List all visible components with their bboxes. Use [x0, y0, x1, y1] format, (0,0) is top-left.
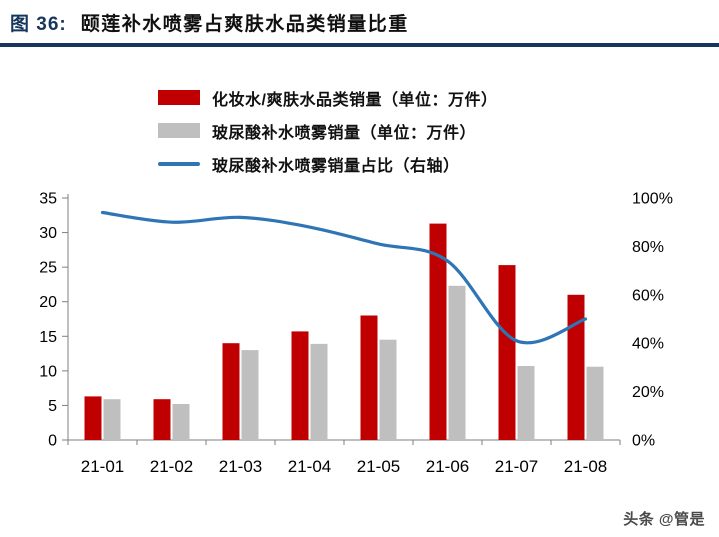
svg-text:20%: 20%	[632, 384, 664, 401]
svg-text:60%: 60%	[632, 287, 664, 304]
legend-item-spray-sales: 玻尿酸补水喷雾销量（单位：万件）	[158, 114, 719, 147]
figure-header: 图 36: 颐莲补水喷雾占爽肤水品类销量比重	[0, 0, 719, 36]
legend-item-category-sales: 化妆水/爽肤水品类销量（单位：万件）	[158, 81, 719, 114]
svg-text:35: 35	[39, 191, 57, 208]
svg-text:21-05: 21-05	[357, 457, 400, 476]
svg-text:21-02: 21-02	[150, 457, 193, 476]
svg-text:21-04: 21-04	[288, 457, 331, 476]
header-underline	[0, 43, 719, 47]
svg-text:21-03: 21-03	[219, 457, 262, 476]
svg-text:15: 15	[39, 329, 57, 346]
watermark: 头条 @管是	[623, 511, 705, 528]
legend-item-spray-share: 玻尿酸补水喷雾销量占比（右轴）	[158, 147, 719, 180]
svg-text:40%: 40%	[632, 336, 664, 353]
svg-text:0: 0	[48, 433, 57, 450]
figure-number: 图 36:	[10, 14, 67, 35]
svg-text:100%: 100%	[632, 191, 673, 208]
svg-text:21-01: 21-01	[81, 457, 124, 476]
legend-label-spray-share: 玻尿酸补水喷雾销量占比（右轴）	[212, 157, 460, 175]
svg-text:20: 20	[39, 294, 57, 311]
chart-legend: 化妆水/爽肤水品类销量（单位：万件） 玻尿酸补水喷雾销量（单位：万件） 玻尿酸补…	[158, 81, 719, 180]
svg-text:25: 25	[39, 260, 57, 277]
svg-text:5: 5	[48, 398, 57, 415]
svg-text:10: 10	[39, 363, 57, 380]
legend-label-category-sales: 化妆水/爽肤水品类销量（单位：万件）	[212, 91, 498, 109]
gray-bar-swatch-icon	[158, 123, 200, 138]
figure-title: 颐莲补水喷雾占爽肤水品类销量比重	[80, 14, 409, 35]
svg-text:0%: 0%	[632, 433, 655, 450]
svg-text:21-07: 21-07	[495, 457, 538, 476]
red-bar-swatch-icon	[158, 90, 200, 105]
svg-text:21-06: 21-06	[426, 457, 469, 476]
svg-text:21-08: 21-08	[564, 457, 607, 476]
chart-svg: 0 5 10 15 20 25 30 35 0% 20% 40% 60% 80% 100% 21-01 21-…	[39, 191, 673, 477]
legend-label-spray-sales: 玻尿酸补水喷雾销量（单位：万件）	[212, 124, 477, 142]
svg-text:80%: 80%	[632, 239, 664, 256]
chart-area: 0 5 10 15 20 25 30 35 0% 20% 40% 60% 80% 100% 21-01 21-…	[8, 188, 719, 505]
blue-line-swatch-icon	[158, 161, 200, 166]
svg-text:30: 30	[39, 225, 57, 242]
